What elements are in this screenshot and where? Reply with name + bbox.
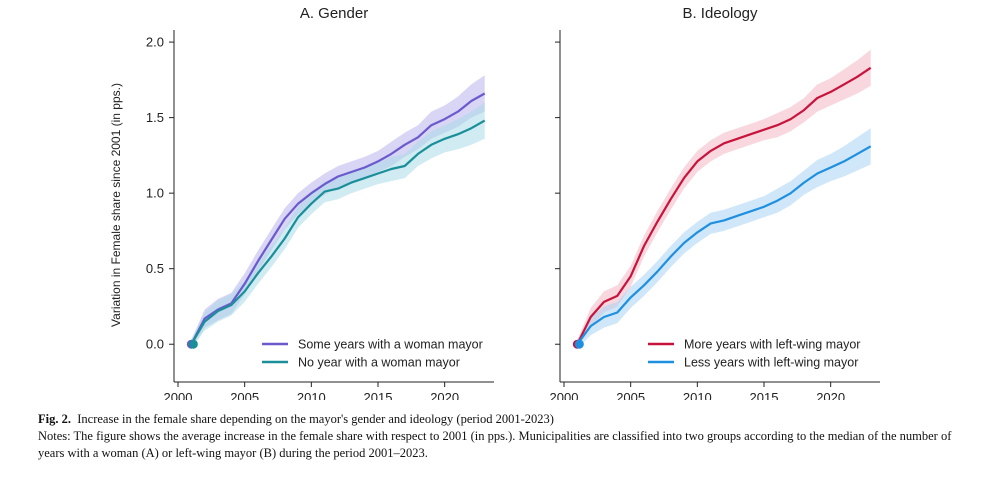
x-tick-label: 2005 <box>616 390 645 400</box>
series-line-1 <box>576 66 872 345</box>
legend-label-1: More years with left-wing mayor <box>684 338 860 352</box>
y-tick-label: 1.5 <box>146 110 164 125</box>
confidence-band-1 <box>577 49 871 349</box>
y-tick-label: 0.0 <box>146 337 164 352</box>
confidence-band-2 <box>577 128 871 349</box>
x-tick-label: 2015 <box>750 390 779 400</box>
x-tick-label: 2020 <box>816 390 845 400</box>
x-tick-label: 2010 <box>297 390 326 400</box>
caption-notes: Notes: The figure shows the average incr… <box>38 429 952 460</box>
y-tick-label: 1.0 <box>146 186 164 201</box>
chart-title: A. Gender <box>300 5 368 22</box>
panel-b-ideology: B. Ideology 2000 2005 2010 2015 2020 More year… <box>550 5 880 400</box>
legend-label-1: Some years with a woman mayor <box>298 338 483 352</box>
baseline-marker-2 <box>188 339 198 349</box>
confidence-band-1 <box>191 75 485 349</box>
y-tick-label: 0.5 <box>146 261 164 276</box>
figure-chart: Variation in Female share since 2001 (in… <box>109 5 880 400</box>
x-tick-label: 2015 <box>364 390 393 400</box>
confidence-band-2 <box>191 102 485 349</box>
legend-label-2: No year with a woman mayor <box>298 356 460 370</box>
caption-label: Fig. 2. <box>38 412 71 426</box>
caption-title-line: Fig. 2. Increase in the female share dep… <box>38 411 968 428</box>
x-tick-label: 2000 <box>550 390 579 400</box>
y-tick-label: 2.0 <box>146 35 164 50</box>
baseline-marker-2 <box>574 339 584 349</box>
x-tick-label: 2010 <box>683 390 712 400</box>
series-line-2 <box>190 119 486 345</box>
y-axis-label: Variation in Female share since 2001 (in… <box>109 83 123 327</box>
legend-label-2: Less years with left-wing mayor <box>684 356 858 370</box>
series-line-2 <box>576 145 872 345</box>
panel-a-gender: A. Gender 0.0 0.5 1.0 1.5 2.0 2000 2005 2010 2015… <box>146 5 494 400</box>
x-tick-label: 2020 <box>430 390 459 400</box>
x-tick-label: 2005 <box>230 390 259 400</box>
figure-caption: Fig. 2. Increase in the female share dep… <box>38 411 968 462</box>
caption-title: Increase in the female share depending o… <box>77 412 554 426</box>
chart-title: B. Ideology <box>682 5 758 22</box>
x-tick-label: 2000 <box>164 390 193 400</box>
series-line-1 <box>190 92 486 345</box>
